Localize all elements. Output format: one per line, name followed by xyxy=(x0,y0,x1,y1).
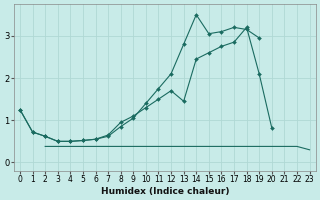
X-axis label: Humidex (Indice chaleur): Humidex (Indice chaleur) xyxy=(100,187,229,196)
